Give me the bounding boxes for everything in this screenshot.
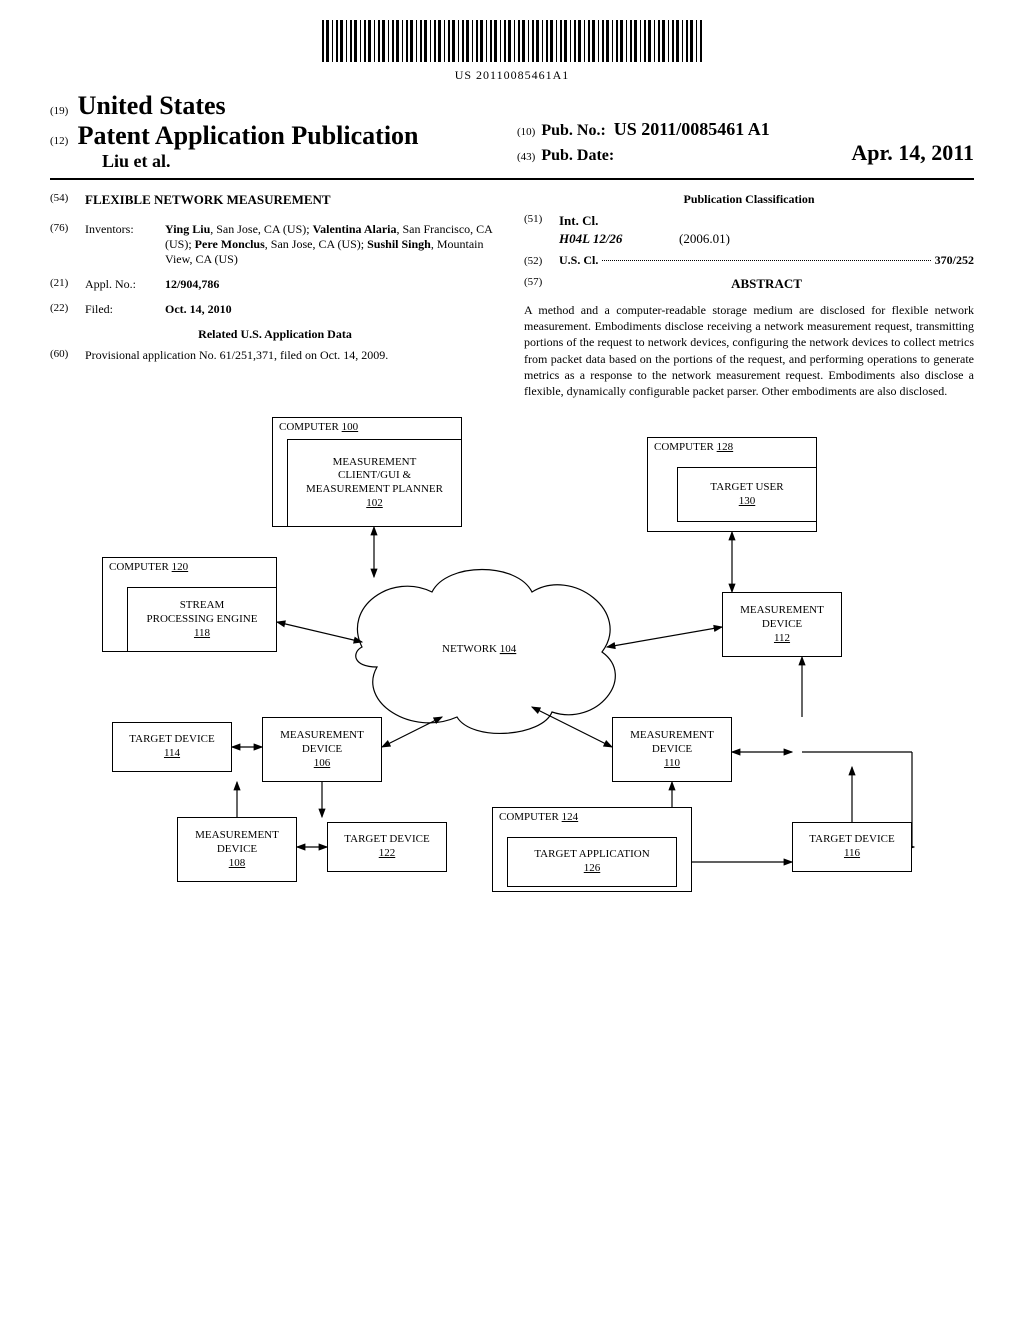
measurement-device-112: MEASUREMENTDEVICE112 (722, 592, 842, 657)
code-43: (43) (517, 151, 535, 163)
target-device-114: TARGET DEVICE114 (112, 722, 232, 772)
code-51: (51) (524, 213, 559, 229)
patent-header: (19) United States (12) Patent Applicati… (50, 91, 974, 172)
figure-diagram: NETWORK 104 COMPUTER 100 MEASUREMENTCLIE… (102, 417, 922, 957)
abstract-heading: ABSTRACT (559, 276, 974, 292)
pub-date: Apr. 14, 2011 (851, 140, 974, 166)
code-22: (22) (50, 302, 85, 317)
stream-processing-box: STREAMPROCESSING ENGINE118 (127, 587, 277, 652)
measurement-client-box: MEASUREMENTCLIENT/GUI &MEASUREMENT PLANN… (287, 439, 462, 527)
code-54: (54) (50, 192, 85, 208)
bibliographic-columns: (54) FLEXIBLE NETWORK MEASUREMENT (76) I… (50, 192, 974, 399)
pub-no-label: Pub. No.: (541, 122, 605, 140)
invention-title: FLEXIBLE NETWORK MEASUREMENT (85, 192, 331, 208)
code-52: (52) (524, 255, 559, 267)
code-76: (76) (50, 222, 85, 267)
pub-class-heading: Publication Classification (524, 192, 974, 207)
code-19: (19) (50, 105, 68, 117)
network-ref: 104 (500, 643, 517, 655)
uscl-value: 370/252 (935, 253, 974, 268)
intcl-class: H04L 12/26 (559, 231, 679, 247)
filed-label: Filed: (85, 302, 165, 317)
filed-date: Oct. 14, 2010 (165, 302, 500, 317)
appl-label: Appl. No.: (85, 277, 165, 292)
pub-date-label: Pub. Date: (541, 147, 614, 165)
target-device-122: TARGET DEVICE122 (327, 822, 447, 872)
code-12: (12) (50, 135, 68, 147)
related-heading: Related U.S. Application Data (50, 327, 500, 342)
measurement-device-108: MEASUREMENTDEVICE108 (177, 817, 297, 882)
authors-line: Liu et al. (102, 151, 507, 172)
country: United States (78, 91, 226, 120)
pub-no: US 2011/0085461 A1 (614, 119, 770, 140)
code-10: (10) (517, 126, 535, 138)
target-application-box: TARGET APPLICATION126 (507, 837, 677, 887)
inventors-text: Ying Liu, San Jose, CA (US); Valentina A… (165, 222, 500, 267)
provisional-text: Provisional application No. 61/251,371, … (85, 348, 500, 363)
inventors-label: Inventors: (85, 222, 165, 267)
measurement-device-110: MEASUREMENTDEVICE110 (612, 717, 732, 782)
code-60: (60) (50, 348, 85, 363)
network-label: NETWORK 104 (442, 643, 517, 655)
barcode-text: US 20110085461A1 (50, 68, 974, 83)
abstract-text: A method and a computer-readable storage… (524, 302, 974, 399)
code-21: (21) (50, 277, 85, 292)
target-user-box: TARGET USER130 (677, 467, 817, 522)
target-device-116: TARGET DEVICE116 (792, 822, 912, 872)
intcl-year: (2006.01) (679, 231, 730, 247)
uscl-label: U.S. Cl. (559, 253, 598, 268)
code-57: (57) (524, 276, 559, 292)
dotted-leader (602, 260, 930, 261)
publication-type: Patent Application Publication (78, 121, 419, 150)
intcl-label: Int. Cl. (559, 213, 598, 229)
barcode-graphic (322, 20, 702, 62)
measurement-device-106: MEASUREMENTDEVICE106 (262, 717, 382, 782)
barcode-block: US 20110085461A1 (50, 20, 974, 83)
appl-no: 12/904,786 (165, 277, 500, 292)
divider (50, 178, 974, 180)
